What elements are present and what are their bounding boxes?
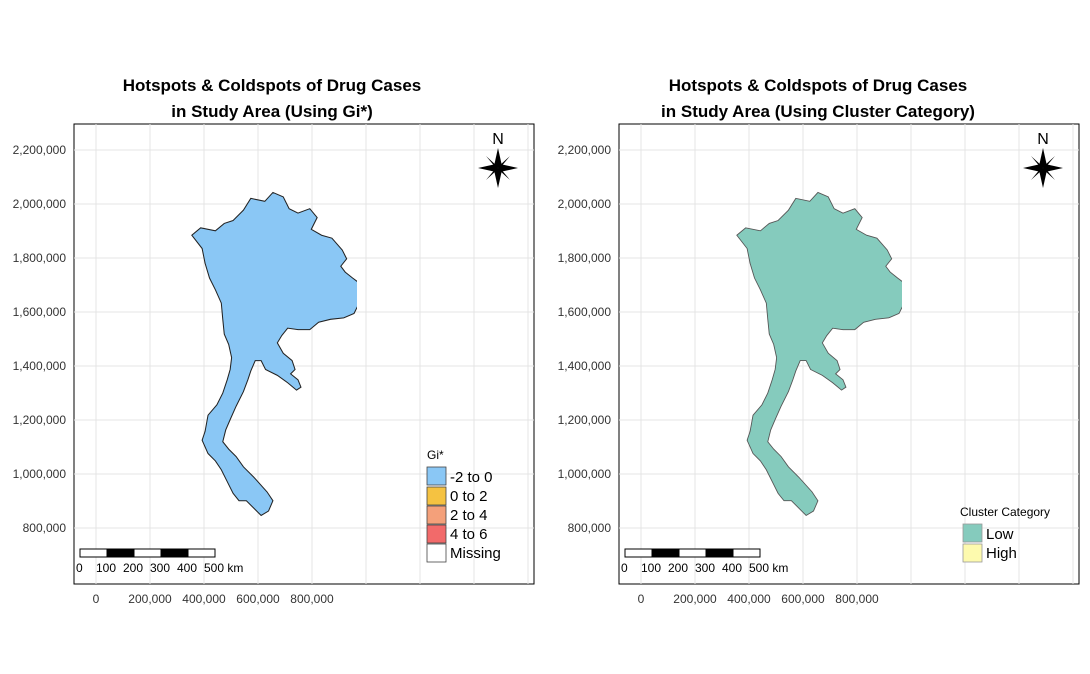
left-north-label: N bbox=[492, 131, 504, 148]
legend-item-high: High bbox=[962, 543, 1017, 563]
left-title-line1: Hotspots & Coldspots of Drug Cases bbox=[122, 76, 422, 95]
y-tick-label: 800,000 bbox=[568, 521, 612, 535]
right-north-label: N bbox=[1037, 131, 1049, 148]
right-map-title: Hotspots & Coldspots of Drug Cases in St… bbox=[588, 73, 1048, 125]
y-tick-label: 2,000,000 bbox=[13, 197, 67, 211]
left-map-panel: N Gi* -2 to 0 0 to 2 2 to 4 bbox=[13, 123, 535, 606]
y-tick-label: 2,200,000 bbox=[13, 143, 67, 157]
left-north-arrow-icon: N bbox=[478, 131, 518, 188]
scale-label: 400 bbox=[177, 561, 197, 575]
scale-label: 300 bbox=[150, 561, 170, 575]
left-legend: Gi* -2 to 0 0 to 2 2 to 4 4 to 6 Missing bbox=[426, 448, 501, 563]
legend-swatch bbox=[962, 523, 983, 543]
scale-label: 300 bbox=[695, 561, 715, 575]
x-tick-label: 200,000 bbox=[128, 592, 172, 606]
x-tick-label: 400,000 bbox=[727, 592, 771, 606]
legend-label: High bbox=[986, 545, 1017, 562]
legend-label: Missing bbox=[450, 545, 501, 562]
scale-label: 500 km bbox=[749, 561, 788, 575]
x-tick-label: 600,000 bbox=[236, 592, 280, 606]
left-legend-title: Gi* bbox=[427, 448, 444, 462]
y-tick-label: 1,200,000 bbox=[13, 413, 67, 427]
legend-swatch bbox=[426, 524, 447, 544]
right-legend: Cluster Category Low High bbox=[960, 505, 1050, 563]
legend-label: 2 to 4 bbox=[450, 507, 488, 524]
y-tick-label: 1,000,000 bbox=[13, 467, 67, 481]
right-panel-frame bbox=[618, 123, 1080, 585]
x-tick-label: 400,000 bbox=[182, 592, 226, 606]
right-north-arrow-icon: N bbox=[1023, 131, 1063, 188]
legend-item-missing: Missing bbox=[426, 543, 501, 563]
legend-label: 4 to 6 bbox=[450, 526, 488, 543]
scale-label: 100 bbox=[96, 561, 116, 575]
legend-item-0to2: 0 to 2 bbox=[426, 486, 488, 506]
x-tick-label: 0 bbox=[638, 592, 645, 606]
legend-swatch bbox=[426, 466, 447, 486]
y-tick-label: 1,400,000 bbox=[13, 359, 67, 373]
scale-label: 100 bbox=[641, 561, 661, 575]
x-tick-label: 800,000 bbox=[290, 592, 334, 606]
y-tick-label: 2,200,000 bbox=[558, 143, 612, 157]
right-title-line2: in Study Area (Using Cluster Category) bbox=[661, 102, 975, 121]
left-title-line2: in Study Area (Using Gi*) bbox=[171, 102, 373, 121]
y-tick-label: 800,000 bbox=[23, 521, 67, 535]
legend-swatch bbox=[426, 543, 447, 563]
legend-swatch bbox=[426, 486, 447, 506]
left-x-axis: 0 200,000 400,000 600,000 800,000 bbox=[93, 592, 334, 606]
x-tick-label: 800,000 bbox=[835, 592, 879, 606]
left-y-axis: 2,200,000 2,000,000 1,800,000 1,600,000 … bbox=[13, 143, 67, 535]
legend-item-neg2to0: -2 to 0 bbox=[426, 466, 493, 486]
y-tick-label: 1,400,000 bbox=[558, 359, 612, 373]
right-legend-title: Cluster Category bbox=[960, 505, 1050, 519]
legend-item-2to4: 2 to 4 bbox=[426, 505, 488, 525]
y-tick-label: 1,200,000 bbox=[558, 413, 612, 427]
left-map-title: Hotspots & Coldspots of Drug Cases in St… bbox=[42, 73, 502, 125]
scale-label: 200 bbox=[123, 561, 143, 575]
right-scale-bar: 0 100 200 300 400 500 km bbox=[621, 548, 788, 575]
legend-label: 0 to 2 bbox=[450, 488, 488, 505]
right-map-panel: N Cluster Category Low High bbox=[558, 123, 1080, 606]
left-scale-bar: 0 100 200 300 400 500 km bbox=[76, 548, 243, 575]
y-tick-label: 1,600,000 bbox=[558, 305, 612, 319]
right-x-axis: 0 200,000 400,000 600,000 800,000 bbox=[638, 592, 879, 606]
x-tick-label: 600,000 bbox=[781, 592, 825, 606]
scale-label: 500 km bbox=[204, 561, 243, 575]
legend-swatch bbox=[962, 543, 983, 563]
legend-item-low: Low bbox=[962, 523, 1014, 543]
y-tick-label: 1,800,000 bbox=[13, 251, 67, 265]
scale-label: 400 bbox=[722, 561, 742, 575]
scale-label: 0 bbox=[621, 561, 628, 575]
scale-label: 200 bbox=[668, 561, 688, 575]
right-y-axis: 2,200,000 2,000,000 1,800,000 1,600,000 … bbox=[558, 143, 612, 535]
legend-swatch bbox=[426, 505, 447, 525]
legend-label: -2 to 0 bbox=[450, 469, 493, 486]
x-tick-label: 200,000 bbox=[673, 592, 717, 606]
legend-item-4to6: 4 to 6 bbox=[426, 524, 488, 544]
y-tick-label: 2,000,000 bbox=[558, 197, 612, 211]
x-tick-label: 0 bbox=[93, 592, 100, 606]
scale-label: 0 bbox=[76, 561, 83, 575]
y-tick-label: 1,600,000 bbox=[13, 305, 67, 319]
left-panel-frame bbox=[73, 123, 535, 585]
y-tick-label: 1,000,000 bbox=[558, 467, 612, 481]
right-title-line1: Hotspots & Coldspots of Drug Cases bbox=[668, 76, 968, 95]
legend-label: Low bbox=[986, 526, 1014, 543]
y-tick-label: 1,800,000 bbox=[558, 251, 612, 265]
